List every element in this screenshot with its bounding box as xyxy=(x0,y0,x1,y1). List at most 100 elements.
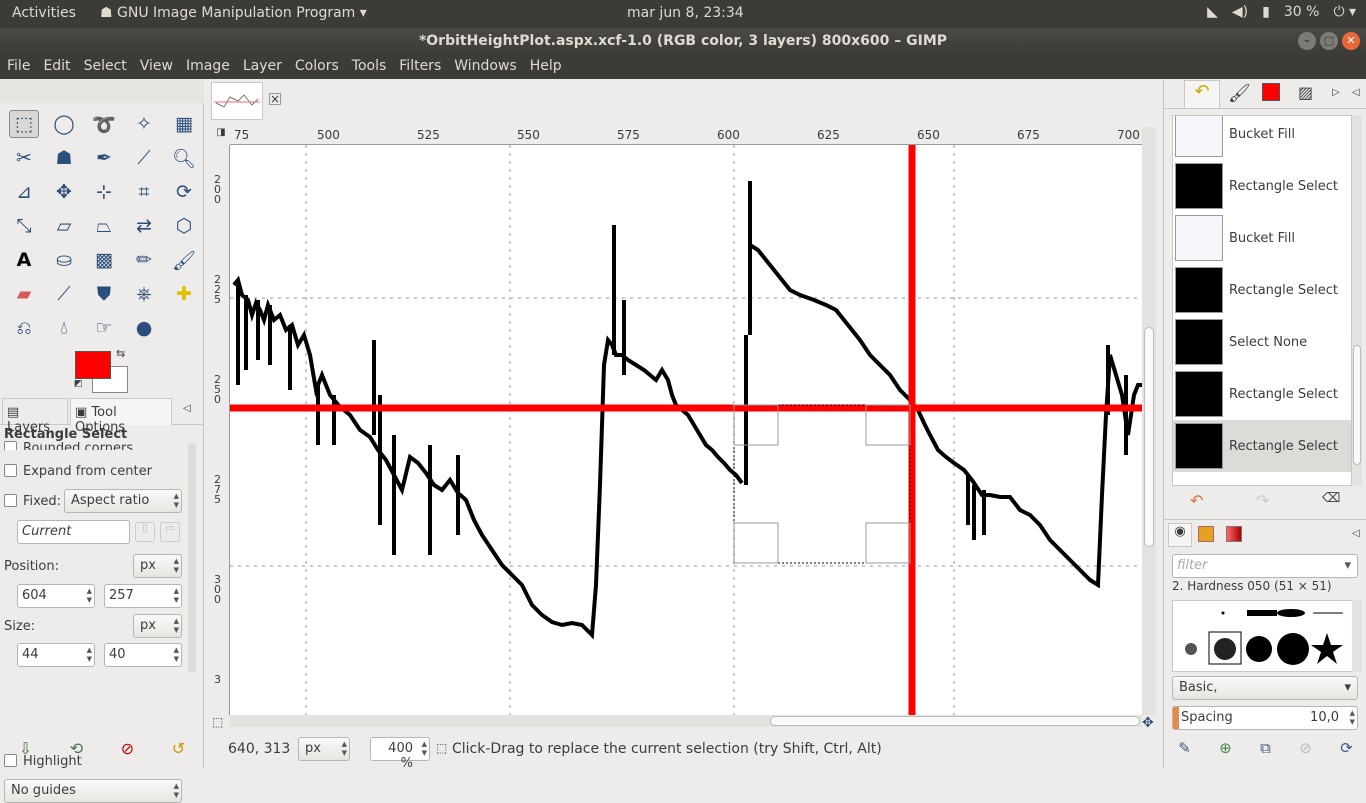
toggle-quickmask-icon[interactable]: ⬚ xyxy=(212,715,224,729)
shear-icon[interactable]: ▱ xyxy=(56,215,72,237)
portrait-icon[interactable]: ▯ xyxy=(135,522,155,542)
vertical-ruler[interactable]: 2 0 0 2 2 5 2 5 0 2 7 5 3 0 0 3 xyxy=(212,145,230,715)
crop-icon[interactable]: ⌗ xyxy=(138,181,150,203)
rect-select-tool[interactable]: ⬚ xyxy=(4,107,44,141)
paintbrush-icon[interactable]: 🖌︎ xyxy=(171,249,197,272)
menu-edit[interactable]: Edit xyxy=(43,58,71,74)
power-menu-icon[interactable]: ⏻ ▾ xyxy=(1333,4,1356,20)
text-icon[interactable]: A xyxy=(16,249,32,271)
scale-icon[interactable]: ⤡ xyxy=(16,215,32,237)
horizontal-scroll-thumb[interactable] xyxy=(770,716,1140,726)
ink-icon[interactable]: ⛊ xyxy=(96,283,112,305)
spin-icon[interactable]: ▲ ▼ xyxy=(173,587,179,604)
tab-tool-options[interactable]: ▣ Tool Options xyxy=(70,398,172,435)
cage-transform-icon[interactable]: ⬡ xyxy=(175,215,193,237)
rounded-corners-option[interactable]: Rounded corners xyxy=(4,441,133,450)
lasso-select-icon[interactable]: ➰ xyxy=(92,113,116,136)
zoom-field[interactable]: 400 % ▲ ▼ xyxy=(370,737,430,771)
dock-menu-icon[interactable]: ◁ xyxy=(1352,87,1360,98)
restore-options-icon[interactable]: ⟲ xyxy=(69,739,84,758)
close-button[interactable]: ✕ xyxy=(1342,32,1360,50)
fixed-checkbox[interactable] xyxy=(4,494,17,507)
menu-view[interactable]: View xyxy=(139,58,173,74)
horizontal-ruler[interactable]: 75 500 525 550 575 600 625 650 675 700 xyxy=(230,127,1142,145)
foreground-select-icon[interactable]: ☗ xyxy=(55,147,73,169)
tab-undo-history[interactable]: ↶ xyxy=(1184,80,1220,108)
dock-menu-icon[interactable]: ◁ xyxy=(183,403,191,414)
ellipse-select-icon[interactable]: ◯ xyxy=(53,113,75,135)
foreground-color-swatch[interactable] xyxy=(75,351,111,379)
tab-scroll-right-icon[interactable]: ▷ xyxy=(1332,87,1340,98)
guides-select[interactable]: No guides ▲ ▼ xyxy=(4,779,182,803)
history-item[interactable]: Bucket Fill xyxy=(1173,116,1351,160)
clock[interactable]: mar jun 8, 23:34 xyxy=(627,5,744,21)
menu-file[interactable]: File xyxy=(7,58,31,74)
position-x-field[interactable]: 604 ▲ ▼ xyxy=(17,584,95,608)
tab-brushes-icon[interactable]: 🖌︎ xyxy=(1228,83,1251,104)
unit-select[interactable]: px ▲ ▼ xyxy=(298,737,350,761)
maximize-button[interactable]: □ xyxy=(1320,32,1338,50)
history-item[interactable]: Rectangle Select xyxy=(1173,160,1351,212)
tab-patterns-icon[interactable] xyxy=(1198,526,1214,542)
tab-gradients-icon[interactable] xyxy=(1226,526,1242,542)
image-tab-thumbnail[interactable] xyxy=(211,82,263,120)
tab-pointer-icon[interactable]: ▨ xyxy=(1298,83,1314,102)
menu-filters[interactable]: Filters xyxy=(399,58,442,74)
rotate-icon[interactable]: ⟳ xyxy=(176,181,192,203)
history-item-current[interactable]: Rectangle Select xyxy=(1173,420,1351,472)
color-picker-icon[interactable]: ⟋ xyxy=(137,147,151,169)
spin-icon[interactable]: ▲ ▼ xyxy=(86,587,92,604)
delete-options-icon[interactable]: ⊘ xyxy=(120,739,135,758)
fixed-mode-select[interactable]: Aspect ratio ▲ ▼ xyxy=(64,489,182,513)
brush-filter-input[interactable]: filter ▾ xyxy=(1172,554,1358,578)
blur-icon[interactable]: 💧︎ xyxy=(60,317,68,339)
app-menu[interactable]: ☗ GNU Image Manipulation Program ▾ xyxy=(100,5,367,21)
move-icon[interactable]: ✥ xyxy=(56,181,72,203)
redo-icon[interactable]: ↷ xyxy=(1256,491,1270,510)
pencil-icon[interactable]: ✏ xyxy=(136,249,152,271)
brush-scrollbar[interactable] xyxy=(1352,600,1362,672)
brush-tag-select[interactable]: Basic, ▾ xyxy=(1172,676,1358,700)
heal-icon[interactable]: ✚ xyxy=(176,283,192,305)
menu-select[interactable]: Select xyxy=(83,58,127,74)
eraser-icon[interactable]: ▰ xyxy=(16,283,32,305)
new-brush-icon[interactable]: ⊕ xyxy=(1219,739,1232,757)
measure-icon[interactable]: ⊿ xyxy=(16,181,32,203)
clear-history-icon[interactable]: ⌫ xyxy=(1322,491,1341,506)
menu-layer[interactable]: Layer xyxy=(242,58,282,74)
clone-icon[interactable]: ⎈ xyxy=(136,283,152,305)
paths-icon[interactable]: ✒ xyxy=(96,147,112,169)
reset-options-icon[interactable]: ↺ xyxy=(171,739,186,758)
history-item[interactable]: Select None xyxy=(1173,316,1351,368)
vertical-scroll-thumb[interactable] xyxy=(1144,327,1154,547)
fixed-value-field[interactable]: Current xyxy=(17,520,130,544)
menu-image[interactable]: Image xyxy=(186,58,230,74)
quickmask-corner-icon[interactable]: ◨ xyxy=(216,127,226,138)
menu-help[interactable]: Help xyxy=(529,58,562,74)
activities-button[interactable]: Activities xyxy=(12,5,76,21)
flip-icon[interactable]: ⇄ xyxy=(136,215,152,237)
zoom-icon[interactable]: 🔍︎ xyxy=(171,147,197,170)
spin-icon[interactable]: ▲ ▼ xyxy=(173,646,179,663)
navigate-icon[interactable]: ✥ xyxy=(1142,715,1154,731)
spin-icon[interactable]: ▲ ▼ xyxy=(1349,709,1355,726)
minimize-button[interactable]: – xyxy=(1298,32,1316,50)
delete-brush-icon[interactable]: ⊘ xyxy=(1299,739,1312,757)
close-tab-icon[interactable]: × xyxy=(269,92,281,106)
blend-icon[interactable]: ▩ xyxy=(95,249,113,271)
duplicate-brush-icon[interactable]: ⧉ xyxy=(1260,739,1271,757)
size-w-field[interactable]: 44 ▲ ▼ xyxy=(17,643,95,667)
edit-brush-icon[interactable]: ✎ xyxy=(1178,739,1191,757)
expand-from-center-option[interactable]: Expand from center xyxy=(4,464,152,479)
history-scrollbar[interactable] xyxy=(1352,115,1362,486)
dodge-burn-icon[interactable]: ● xyxy=(135,317,153,339)
align-icon[interactable]: ⊹ xyxy=(96,181,112,203)
scissors-select-icon[interactable]: ✂ xyxy=(16,147,32,169)
fixed-option[interactable]: Fixed: xyxy=(4,494,61,509)
spacing-slider[interactable]: Spacing 10,0 ▲ ▼ xyxy=(1172,706,1358,730)
smudge-icon[interactable]: ☞ xyxy=(95,317,113,339)
wifi-icon[interactable]: ◣ xyxy=(1207,4,1218,20)
vertical-scrollbar[interactable] xyxy=(1142,127,1156,715)
options-scrollbar[interactable] xyxy=(188,443,196,673)
tab-brushes[interactable]: ◉ xyxy=(1168,523,1192,547)
